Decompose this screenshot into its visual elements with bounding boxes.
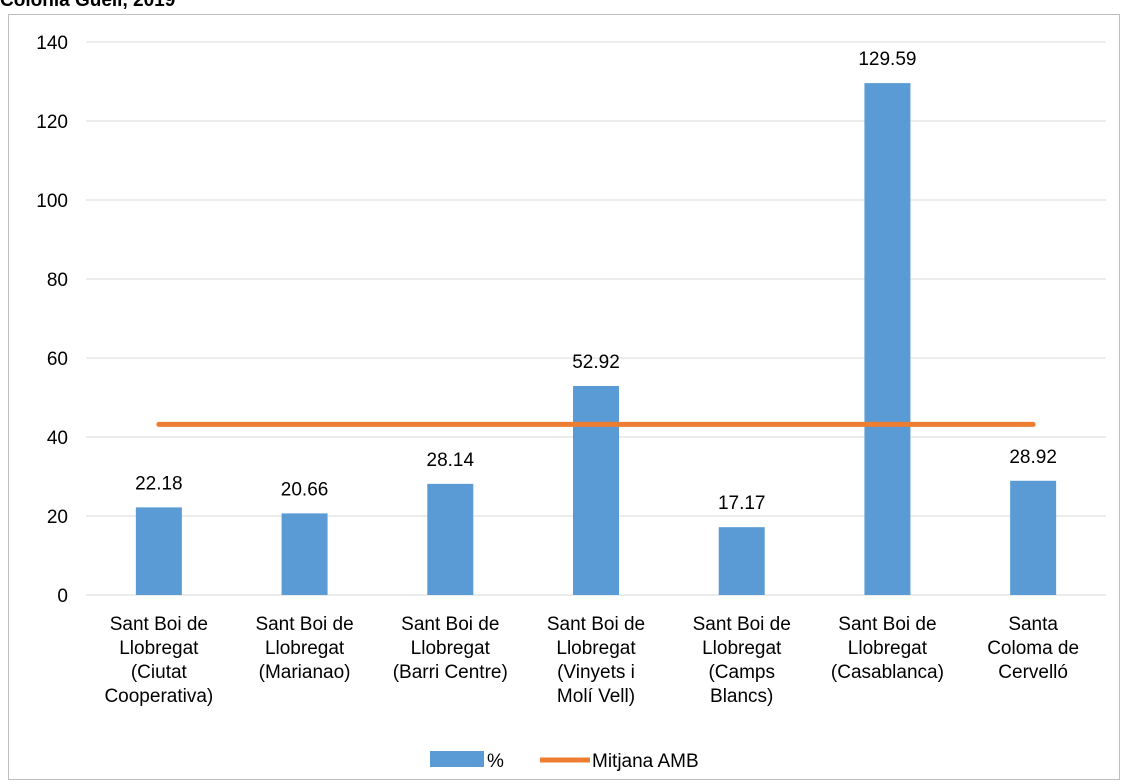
bar <box>135 507 182 595</box>
bar <box>573 385 619 595</box>
x-tick-label-line: (Camps <box>708 662 775 683</box>
x-tick-label: Sant Boi de Llobregat (Casablanca) <box>831 614 944 683</box>
x-tick-label-line: Santa <box>1008 614 1058 635</box>
data-label: 22.18 <box>135 473 183 494</box>
x-tick-label-line: Sant Boi de <box>255 614 353 635</box>
bar <box>864 83 911 595</box>
x-tick-label-line: Sant Boi de <box>838 614 936 635</box>
x-tick-label-line: Sant Boi de <box>547 614 645 635</box>
legend: % Mitjana AMB <box>430 751 699 772</box>
x-tick-label-line: (Casablanca) <box>831 662 944 683</box>
x-tick-label-line: (Barri Centre) <box>393 662 508 683</box>
x-tick-label-line: Cervelló <box>998 662 1068 683</box>
x-tick-label-line: Coloma de <box>987 638 1079 659</box>
bar <box>427 483 474 595</box>
x-tick-label-line: Sant Boi de <box>110 614 208 635</box>
x-tick-label-line: (Vinyets i <box>557 662 635 683</box>
y-tick-label: 0 <box>57 586 68 607</box>
x-tick-label: Sant Boi de Llobregat (Camps Blancs) <box>693 614 791 707</box>
x-axis-category-labels: Sant Boi de Llobregat (Ciutat Cooperativa)S… <box>104 614 1079 707</box>
legend-swatch-bar <box>430 751 484 767</box>
bar <box>718 527 765 595</box>
data-label: 28.92 <box>1009 447 1057 468</box>
y-tick-label: 120 <box>36 112 68 133</box>
x-tick-label-line: Blancs) <box>710 686 773 707</box>
x-tick-label-line: Llobregat <box>848 638 928 659</box>
data-label: 129.59 <box>858 49 916 70</box>
data-label: 20.66 <box>281 479 329 500</box>
y-axis-tick-labels: 0 20 40 60 80 100 120 140 <box>36 33 68 607</box>
y-tick-label: 140 <box>36 33 68 54</box>
x-tick-label-line: Llobregat <box>411 638 491 659</box>
x-tick-label: Sant Boi de Llobregat (Vinyets i Molí Vell) <box>547 614 645 707</box>
y-tick-label: 60 <box>47 349 68 370</box>
x-tick-label: Sant Boi de Llobregat (Ciutat Cooperativa) <box>104 614 213 707</box>
y-tick-label: 40 <box>47 428 68 449</box>
y-tick-label: 20 <box>47 507 68 528</box>
bar <box>1010 480 1057 595</box>
x-tick-label-line: (Ciutat <box>131 662 188 683</box>
x-tick-label-line: Llobregat <box>265 638 345 659</box>
x-tick-label-line: (Marianao) <box>259 662 351 683</box>
chart-title: Colònia Güell, 2019 <box>0 0 176 11</box>
x-tick-label-line: Llobregat <box>702 638 782 659</box>
x-tick-label: Sant Boi de Llobregat (Marianao) <box>255 614 353 683</box>
legend-label: % <box>487 751 504 772</box>
x-tick-label-line: Llobregat <box>119 638 199 659</box>
data-label: 28.14 <box>427 450 475 471</box>
x-tick-label-line: Sant Boi de <box>401 614 499 635</box>
x-tick-label-line: Cooperativa) <box>104 686 213 707</box>
chart-frame <box>8 14 1120 780</box>
y-tick-label: 100 <box>36 191 68 212</box>
x-tick-label: Sant Boi de Llobregat (Barri Centre) <box>393 614 508 683</box>
data-label: 17.17 <box>718 493 766 514</box>
bars <box>135 83 1057 595</box>
data-label: 52.92 <box>572 352 620 373</box>
data-labels: 22.18 20.66 28.14 52.92 17.17 129.59 28.92 <box>135 49 1057 514</box>
x-tick-label-line: Sant Boi de <box>693 614 791 635</box>
x-tick-label-line: Molí Vell) <box>557 686 635 707</box>
x-tick-label-line: Llobregat <box>556 638 636 659</box>
bar <box>281 513 328 595</box>
x-tick-label: Santa Coloma de Cervelló <box>987 614 1079 683</box>
legend-label: Mitjana AMB <box>592 751 699 772</box>
y-tick-label: 80 <box>47 270 68 291</box>
